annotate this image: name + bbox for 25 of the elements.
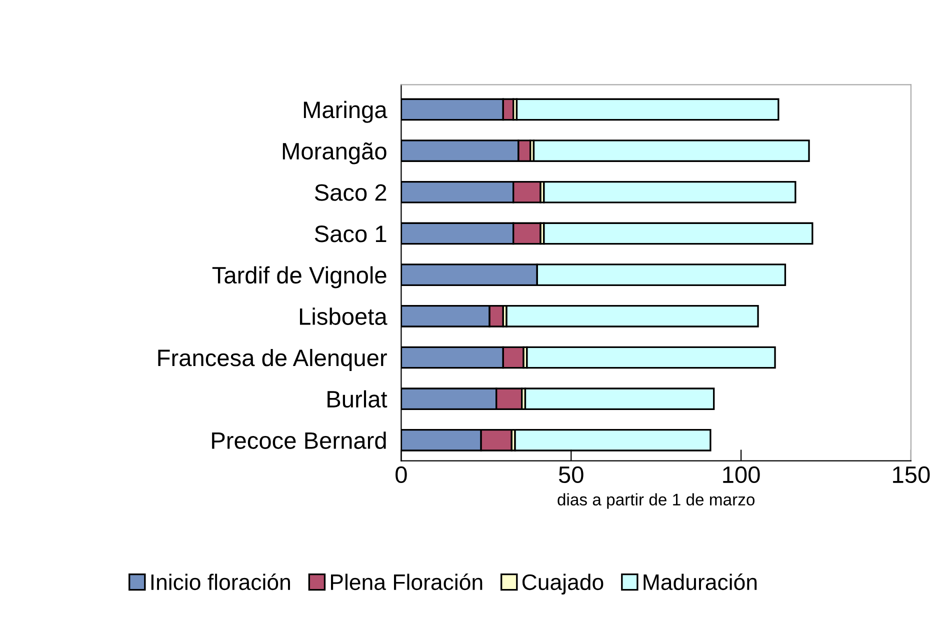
y-tick-label: Saco 1	[314, 226, 386, 242]
legend-label: Maduración	[644, 573, 757, 590]
legend-label: Plena Floración	[330, 573, 482, 590]
x-tick-label: 0	[396, 466, 407, 484]
y-tick-label: Tardif de Vignole	[212, 266, 386, 288]
bar	[543, 180, 796, 204]
x-tick-label: 100	[723, 466, 760, 484]
y-tick-label: Maringa	[304, 100, 388, 123]
x-tick-label: 150	[893, 466, 930, 484]
bar	[524, 388, 715, 410]
y-tick-label: Burlat	[328, 390, 388, 408]
y-tick-label: Francesa de Alenquer	[158, 348, 387, 371]
y-tick-label: Precoce Bernard	[212, 432, 386, 449]
y-tick-label: Morangão	[282, 142, 386, 164]
bar	[516, 98, 780, 121]
y-tick-label: Saco 2	[314, 184, 386, 201]
legend-label: Cuajado	[522, 574, 604, 594]
bar	[543, 222, 814, 245]
bar	[526, 346, 776, 369]
bar	[506, 304, 759, 328]
x-tick-label: 50	[558, 466, 584, 484]
legend-label: Inicio floración	[151, 573, 290, 590]
x-axis-title: dias a partir de 1 de marzo	[558, 493, 755, 509]
y-tick-label: Lisboeta	[300, 308, 388, 325]
bar	[532, 140, 810, 162]
